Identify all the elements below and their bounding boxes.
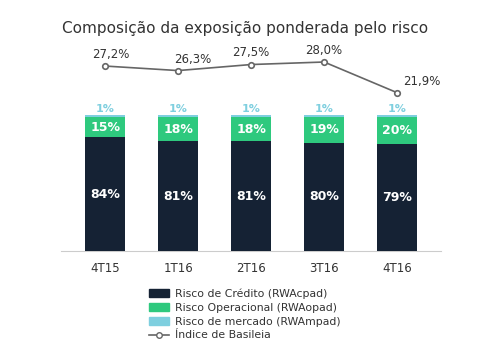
Text: Composição da exposição ponderada pelo risco: Composição da exposição ponderada pelo r… <box>62 21 428 36</box>
Text: 80%: 80% <box>309 191 339 203</box>
Bar <box>304 143 344 251</box>
Text: 15%: 15% <box>90 120 120 134</box>
Text: 81%: 81% <box>163 190 193 203</box>
Legend: Risco de Crédito (RWAcpad), Risco Operacional (RWAopad), Risco de mercado (RWAmp: Risco de Crédito (RWAcpad), Risco Operac… <box>146 285 344 343</box>
Bar <box>85 117 125 137</box>
Text: 21,9%: 21,9% <box>403 75 441 88</box>
Bar <box>158 116 198 117</box>
Bar <box>231 116 271 117</box>
Text: 27,2%: 27,2% <box>92 48 129 61</box>
Bar <box>377 116 417 117</box>
Text: 18%: 18% <box>236 122 266 135</box>
Bar <box>231 141 271 251</box>
Bar <box>158 117 198 141</box>
Bar <box>377 117 417 144</box>
Text: 26,3%: 26,3% <box>174 53 212 66</box>
Bar <box>85 137 125 251</box>
Bar <box>231 117 271 141</box>
Text: 19%: 19% <box>309 123 339 136</box>
Text: 1%: 1% <box>315 104 334 114</box>
Text: 1%: 1% <box>96 104 115 114</box>
Text: 84%: 84% <box>90 188 120 201</box>
Bar <box>377 144 417 251</box>
Text: 20%: 20% <box>382 124 412 137</box>
Text: 28,0%: 28,0% <box>306 44 343 57</box>
Text: 27,5%: 27,5% <box>232 46 270 59</box>
Bar <box>85 116 125 117</box>
Text: 1%: 1% <box>169 104 188 114</box>
Text: 18%: 18% <box>163 122 193 135</box>
Bar <box>304 117 344 143</box>
Text: 79%: 79% <box>382 191 412 204</box>
Text: 1%: 1% <box>388 104 407 114</box>
Text: 81%: 81% <box>236 190 266 203</box>
Bar <box>304 116 344 117</box>
Bar <box>158 141 198 251</box>
Text: 1%: 1% <box>242 104 261 114</box>
